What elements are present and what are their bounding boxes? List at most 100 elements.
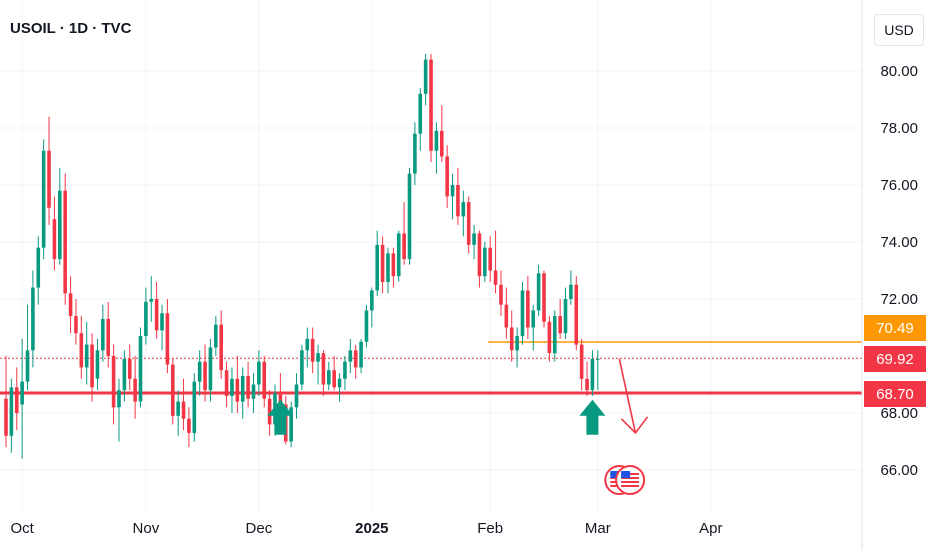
- axes: 66.0068.0070.0072.0074.0076.0078.0080.00…: [10, 0, 918, 550]
- candle: [585, 361, 589, 396]
- candle: [558, 299, 562, 339]
- candle-body: [434, 130, 439, 151]
- down-arrowhead-icon: [620, 416, 649, 435]
- y-tick-label: 68.00: [880, 405, 918, 422]
- candle: [122, 350, 127, 402]
- candle: [106, 301, 111, 368]
- candle: [450, 173, 455, 220]
- candle-body: [574, 284, 579, 345]
- candle: [133, 356, 137, 419]
- candle-body: [95, 350, 100, 379]
- candle: [149, 276, 154, 322]
- candle: [327, 361, 331, 391]
- candle: [36, 236, 41, 305]
- candle: [101, 304, 105, 362]
- candle-body: [332, 370, 336, 388]
- candle: [596, 350, 600, 391]
- y-tick-label: 76.00: [880, 177, 918, 194]
- flag-canton: [610, 471, 620, 478]
- y-tick-label: 74.00: [880, 234, 918, 251]
- symbol-title[interactable]: USOIL · 1D · TVC: [10, 20, 132, 37]
- candle-body: [240, 375, 245, 402]
- candle-body: [144, 301, 148, 337]
- candle: [14, 367, 19, 431]
- candle: [154, 281, 159, 339]
- candle: [321, 350, 326, 396]
- y-tick-label: 72.00: [880, 291, 918, 308]
- candle: [144, 287, 148, 345]
- candle-body: [547, 321, 552, 354]
- candle-body: [563, 299, 568, 334]
- candle-body: [90, 344, 94, 388]
- support-price-label: 68.70: [864, 381, 926, 407]
- candle-body: [267, 398, 272, 425]
- candle-body: [477, 233, 482, 277]
- x-tick-label: Apr: [699, 520, 722, 537]
- candle: [138, 327, 143, 408]
- candle-body: [154, 299, 159, 331]
- candle-body: [472, 233, 476, 245]
- event-circle: [615, 465, 646, 495]
- currency-button[interactable]: USD: [874, 14, 924, 46]
- candle: [477, 230, 482, 288]
- candle-body: [413, 133, 417, 174]
- candle-body: [375, 244, 380, 291]
- candle-body: [531, 310, 536, 328]
- candle: [9, 378, 14, 453]
- candle: [499, 270, 503, 317]
- candle-body: [542, 273, 546, 322]
- candle: [316, 344, 320, 385]
- candle-body: [246, 375, 250, 399]
- candle: [515, 327, 519, 368]
- candle: [4, 356, 8, 448]
- candle-body: [52, 219, 57, 260]
- down-arrow-icon: [618, 358, 637, 434]
- candle: [230, 367, 234, 413]
- candle-body: [396, 233, 401, 277]
- candle: [165, 299, 170, 374]
- candle-body: [84, 344, 89, 368]
- candle: [181, 378, 186, 431]
- candle-body: [224, 370, 229, 396]
- candle: [396, 230, 401, 282]
- flag-stripe: [621, 481, 640, 483]
- us-flag-event-icon: [615, 465, 646, 495]
- y-tick-label: 78.00: [880, 120, 918, 137]
- candle-body: [429, 59, 433, 151]
- candle-body: [445, 156, 449, 197]
- candle: [504, 287, 509, 339]
- candle: [466, 196, 471, 254]
- candle: [391, 247, 396, 288]
- candle-body: [488, 247, 492, 271]
- candle: [90, 333, 94, 402]
- x-tick-label: 2025: [355, 520, 388, 537]
- candle: [95, 338, 100, 391]
- candle: [402, 202, 406, 265]
- candle-body: [569, 284, 573, 299]
- candle-body: [310, 338, 315, 362]
- candle-body: [165, 313, 170, 365]
- candle-body: [337, 378, 342, 388]
- buy-arrow-icon: [579, 399, 606, 435]
- candle: [246, 361, 250, 408]
- candle: [84, 321, 89, 385]
- candle: [536, 264, 541, 317]
- candle: [380, 236, 385, 294]
- candle: [429, 53, 433, 163]
- candle: [262, 356, 267, 408]
- y-tick-label: 66.00: [880, 462, 918, 479]
- candle-body: [321, 353, 326, 385]
- candle-body: [402, 233, 406, 260]
- candle-body: [391, 253, 396, 277]
- candle-body: [101, 318, 105, 351]
- candle: [219, 310, 223, 379]
- candle-body: [461, 202, 466, 217]
- candle: [197, 350, 202, 396]
- candle: [509, 310, 514, 362]
- candle-body: [499, 284, 503, 305]
- candle-body: [300, 350, 304, 385]
- candle: [111, 344, 116, 425]
- candle: [332, 356, 336, 391]
